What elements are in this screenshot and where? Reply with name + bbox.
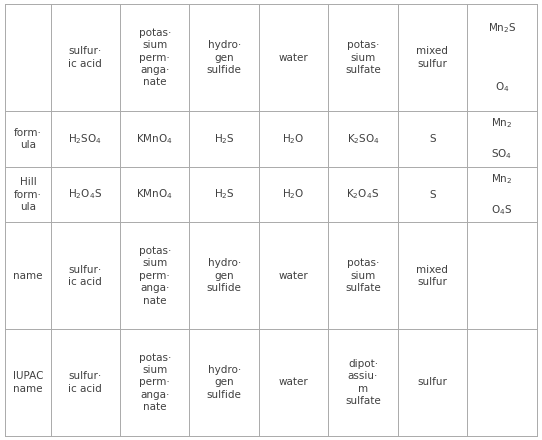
Text: potas·
sium
sulfate: potas· sium sulfate: [345, 40, 381, 75]
Text: $\mathregular{Mn_2}$: $\mathregular{Mn_2}$: [491, 116, 513, 130]
Text: potas·
sium
sulfate: potas· sium sulfate: [345, 258, 381, 293]
Text: potas·
sium
perm·
anga·
nate: potas· sium perm· anga· nate: [139, 28, 171, 88]
Text: water: water: [279, 53, 308, 62]
Text: hydro·
gen
sulfide: hydro· gen sulfide: [207, 258, 242, 293]
Text: sulfur·
ic acid: sulfur· ic acid: [68, 371, 102, 393]
Text: hydro·
gen
sulfide: hydro· gen sulfide: [207, 40, 242, 75]
Text: potas·
sium
perm·
anga·
nate: potas· sium perm· anga· nate: [139, 352, 171, 412]
Text: mixed
sulfur: mixed sulfur: [416, 264, 448, 287]
Text: $\mathregular{KMnO_4}$: $\mathregular{KMnO_4}$: [137, 132, 173, 146]
Text: $\mathregular{H_2O_4S}$: $\mathregular{H_2O_4S}$: [68, 188, 102, 202]
Text: $\mathregular{O_4}$: $\mathregular{O_4}$: [495, 81, 509, 95]
Text: S: S: [429, 190, 436, 200]
Text: $\mathregular{SO_4}$: $\mathregular{SO_4}$: [492, 147, 512, 161]
Text: $\mathregular{K_2O_4S}$: $\mathregular{K_2O_4S}$: [346, 188, 379, 202]
Text: hydro·
gen
sulfide: hydro· gen sulfide: [207, 365, 242, 400]
Text: $\mathregular{O_4S}$: $\mathregular{O_4S}$: [491, 203, 512, 217]
Text: $\mathregular{H_2O}$: $\mathregular{H_2O}$: [282, 188, 305, 202]
Text: potas·
sium
perm·
anga·
nate: potas· sium perm· anga· nate: [139, 246, 171, 305]
Text: sulfur·
ic acid: sulfur· ic acid: [68, 264, 102, 287]
Text: water: water: [279, 378, 308, 387]
Text: dipot·
assiu·
m
sulfate: dipot· assiu· m sulfate: [345, 359, 381, 406]
Text: name: name: [13, 271, 43, 281]
Text: $\mathregular{H_2SO_4}$: $\mathregular{H_2SO_4}$: [68, 132, 102, 146]
Text: Hill
form·
ula: Hill form· ula: [14, 177, 42, 212]
Text: $\mathregular{H_2S}$: $\mathregular{H_2S}$: [214, 188, 235, 202]
Text: $\mathregular{KMnO_4}$: $\mathregular{KMnO_4}$: [137, 188, 173, 202]
Text: mixed
sulfur: mixed sulfur: [416, 47, 448, 69]
Text: form·
ula: form· ula: [14, 128, 42, 150]
Text: S: S: [429, 134, 436, 144]
Text: $\mathregular{Mn_2}$: $\mathregular{Mn_2}$: [491, 172, 513, 186]
Text: sulfur·
ic acid: sulfur· ic acid: [68, 47, 102, 69]
Text: $\mathregular{H_2S}$: $\mathregular{H_2S}$: [214, 132, 235, 146]
Text: $\mathregular{H_2O}$: $\mathregular{H_2O}$: [282, 132, 305, 146]
Text: water: water: [279, 271, 308, 281]
Text: $\mathregular{Mn_2S}$: $\mathregular{Mn_2S}$: [488, 21, 516, 35]
Text: sulfur: sulfur: [417, 378, 447, 387]
Text: $\mathregular{K_2SO_4}$: $\mathregular{K_2SO_4}$: [346, 132, 379, 146]
Text: IUPAC
name: IUPAC name: [13, 371, 43, 393]
